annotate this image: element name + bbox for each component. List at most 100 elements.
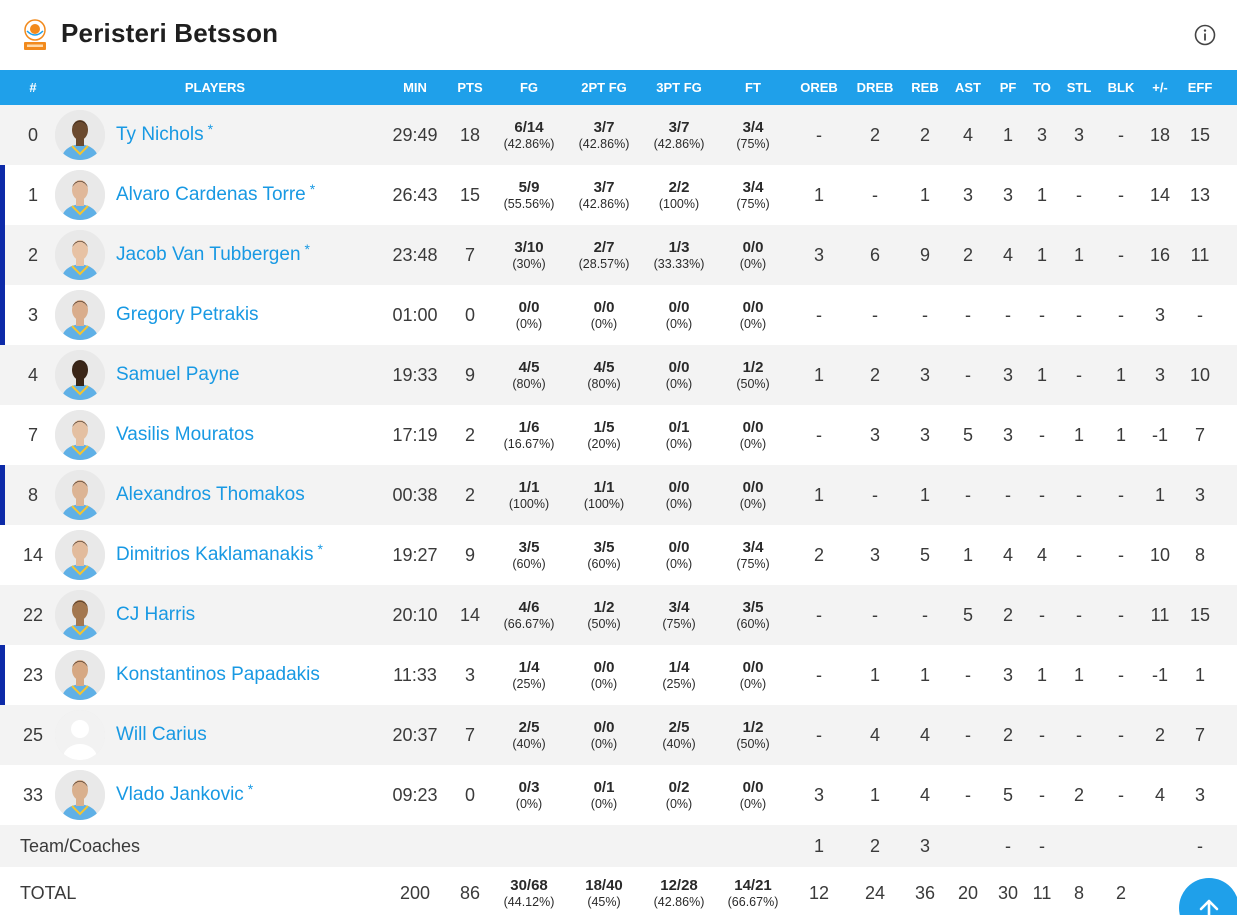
stat-blk: -	[1118, 124, 1124, 145]
player-name[interactable]: CJ Harris	[116, 604, 196, 625]
stat-fg2-made-attempted: 0/0	[593, 718, 615, 736]
player-avatar	[55, 710, 105, 760]
stat-fg3-made-attempted: 3/4	[668, 598, 690, 616]
stat-fg3-made-attempted: 2/2	[668, 178, 690, 196]
player-number: 1	[27, 184, 39, 205]
player-name-link[interactable]: Gregory Petrakis	[116, 285, 259, 345]
player-row: 0 Ty Nichols * 29:49 18 6/14 (42.86%) 3/7 (42.86…	[0, 105, 1237, 165]
total-ast: 20	[957, 882, 979, 903]
player-name-link[interactable]: Jacob Van Tubbergen *	[116, 225, 310, 285]
player-name[interactable]: Will Carius	[116, 724, 207, 745]
stat-fg: 0/0 (0%)	[516, 285, 542, 345]
stat-fg: 3/5 (60%)	[512, 525, 545, 585]
player-name-link[interactable]: Alvaro Cardenas Torre *	[116, 165, 315, 225]
stat-pf: -	[1005, 304, 1011, 325]
stat-fg2: 0/0 (0%)	[591, 645, 617, 705]
player-name-link[interactable]: Dimitrios Kaklamanakis *	[116, 525, 323, 585]
stat-stl: -	[1076, 364, 1082, 385]
player-number: 3	[27, 304, 39, 325]
info-icon[interactable]	[1193, 23, 1217, 47]
player-avatar	[55, 110, 105, 160]
player-name[interactable]: Samuel Payne	[116, 364, 240, 385]
stat-eff: 15	[1189, 604, 1211, 625]
stat-ft-percent: (0%)	[739, 256, 767, 271]
scroll-top-button[interactable]	[1179, 878, 1237, 915]
player-name-link[interactable]: CJ Harris	[116, 585, 195, 645]
stat-ft-percent: (50%)	[736, 376, 770, 391]
stat-ft: 3/4 (75%)	[736, 525, 769, 585]
player-name[interactable]: Alexandros Thomakos	[116, 484, 305, 505]
player-name-link[interactable]: Alexandros Thomakos	[116, 465, 305, 525]
stat-fg2-percent: (0%)	[590, 796, 618, 811]
player-name-link[interactable]: Konstantinos Papadakis	[116, 645, 320, 705]
stat-ast: 3	[962, 184, 974, 205]
player-avatar	[55, 350, 105, 400]
team-coaches-label: Team/Coaches	[20, 836, 141, 856]
row-marker	[0, 585, 5, 645]
player-name-link[interactable]: Will Carius	[116, 705, 207, 765]
total-reb: 36	[914, 882, 936, 903]
header-dreb: DREB	[856, 80, 894, 95]
player-name[interactable]: Ty Nichols	[116, 124, 204, 145]
stat-fg2: 1/2 (50%)	[587, 585, 620, 645]
player-name[interactable]: Dimitrios Kaklamanakis	[116, 544, 314, 565]
stat-fg3: 2/5 (40%)	[662, 705, 695, 765]
player-name[interactable]: Konstantinos Papadakis	[116, 664, 320, 685]
card-header: Peristeri Betsson	[0, 0, 1237, 70]
stat-dreb: -	[872, 484, 878, 505]
stat-fg-made-attempted: 0/3	[518, 778, 540, 796]
total-pts: 86	[459, 882, 481, 903]
stat-fg2-percent: (80%)	[587, 376, 621, 391]
starter-mark: *	[309, 181, 316, 197]
total-to: 11	[1032, 882, 1052, 903]
player-number: 14	[22, 544, 44, 565]
player-name-link[interactable]: Ty Nichols *	[116, 105, 213, 165]
player-avatar	[55, 170, 105, 220]
stat-ft: 3/4 (75%)	[736, 105, 769, 165]
player-name[interactable]: Jacob Van Tubbergen	[116, 244, 301, 265]
player-name[interactable]: Vasilis Mouratos	[116, 424, 254, 445]
player-name[interactable]: Vlado Jankovic	[116, 784, 244, 805]
stat-stl: 1	[1073, 664, 1085, 685]
stat-to: 1	[1036, 244, 1048, 265]
stat-ft-percent: (75%)	[736, 196, 770, 211]
stat-pts: 7	[464, 724, 476, 745]
player-name-link[interactable]: Vasilis Mouratos	[116, 405, 254, 465]
header-pf: PF	[999, 80, 1017, 95]
stat-reb: 9	[919, 244, 931, 265]
player-avatar	[55, 470, 105, 520]
stat-fg2: 2/7 (28.57%)	[579, 225, 630, 285]
player-number: 33	[22, 784, 44, 805]
total-pf: 30	[997, 882, 1019, 903]
player-name[interactable]: Gregory Petrakis	[116, 304, 259, 325]
player-name[interactable]: Alvaro Cardenas Torre	[116, 184, 306, 205]
stat-min: 20:37	[392, 724, 438, 745]
player-name-link[interactable]: Samuel Payne	[116, 345, 240, 405]
stat-pf: 5	[1002, 784, 1014, 805]
stat-fg3-percent: (0%)	[665, 496, 693, 511]
stat-pm: 11	[1150, 604, 1170, 625]
stat-fg-percent: (0%)	[515, 316, 543, 331]
starter-mark: *	[304, 241, 310, 257]
stat-fg: 1/1 (100%)	[509, 465, 549, 525]
stat-pts: 3	[464, 664, 476, 685]
stat-ft: 0/0 (0%)	[740, 645, 766, 705]
player-row: 33 Vlado Jankovic * 09:23 0 0/3 (0%) 0/1 (0%) 0/2…	[0, 765, 1237, 825]
stat-fg3-made-attempted: 0/1	[668, 418, 690, 436]
player-name-link[interactable]: Vlado Jankovic *	[116, 765, 253, 825]
player-number: 22	[22, 604, 44, 625]
stat-fg2-percent: (50%)	[587, 616, 621, 631]
player-avatar	[55, 410, 105, 460]
stat-oreb: 1	[813, 364, 825, 385]
stat-ast: 5	[962, 424, 974, 445]
stat-dreb: 3	[869, 424, 881, 445]
stat-min: 11:33	[393, 664, 437, 685]
stat-fg3-percent: (0%)	[665, 316, 693, 331]
team-stat-pf: -	[1005, 835, 1011, 856]
stat-fg: 1/6 (16.67%)	[504, 405, 555, 465]
stat-reb: 1	[919, 664, 931, 685]
stat-to: -	[1039, 484, 1045, 505]
stat-fg3-percent: (0%)	[665, 376, 693, 391]
stat-pf: 2	[1002, 604, 1014, 625]
stat-fg2-made-attempted: 0/0	[593, 658, 615, 676]
